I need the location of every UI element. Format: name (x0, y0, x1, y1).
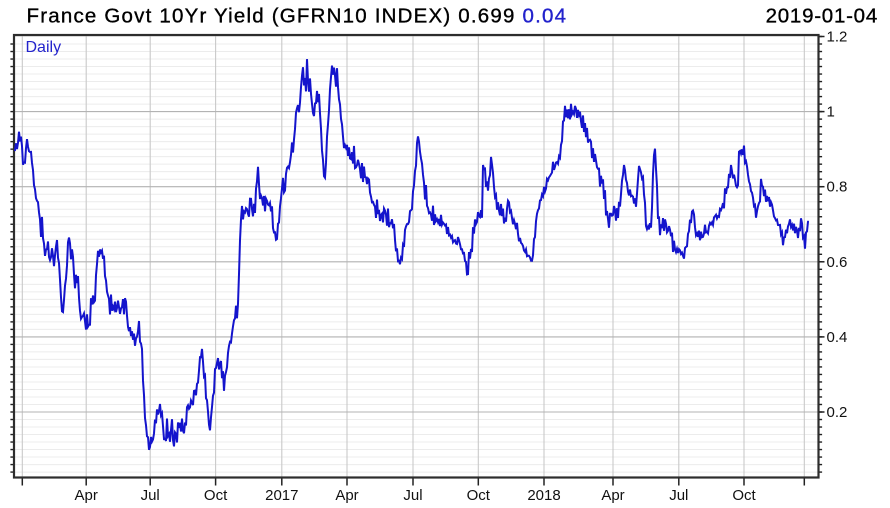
svg-text:Apr: Apr (601, 487, 624, 504)
svg-text:Oct: Oct (467, 487, 491, 504)
svg-text:0.4: 0.4 (827, 329, 848, 346)
svg-text:0.2: 0.2 (827, 404, 848, 421)
svg-text:Apr: Apr (335, 487, 358, 504)
svg-text:Jul: Jul (403, 487, 422, 504)
svg-text:0.6: 0.6 (827, 254, 848, 271)
svg-text:Daily: Daily (26, 39, 62, 56)
svg-text:2018: 2018 (527, 487, 560, 504)
svg-text:1.2: 1.2 (827, 29, 848, 46)
svg-text:Jul: Jul (669, 487, 688, 504)
svg-text:2019-01-04: 2019-01-04 (766, 5, 878, 28)
svg-text:France Govt 10Yr Yield (GFRN10: France Govt 10Yr Yield (GFRN10 INDEX) 0.… (27, 5, 568, 28)
svg-text:Apr: Apr (75, 487, 98, 504)
svg-text:2017: 2017 (265, 487, 298, 504)
svg-text:Oct: Oct (204, 487, 228, 504)
svg-text:Jul: Jul (141, 487, 160, 504)
svg-text:Oct: Oct (732, 487, 756, 504)
svg-text:0.8: 0.8 (827, 179, 848, 196)
svg-text:1: 1 (827, 104, 835, 121)
